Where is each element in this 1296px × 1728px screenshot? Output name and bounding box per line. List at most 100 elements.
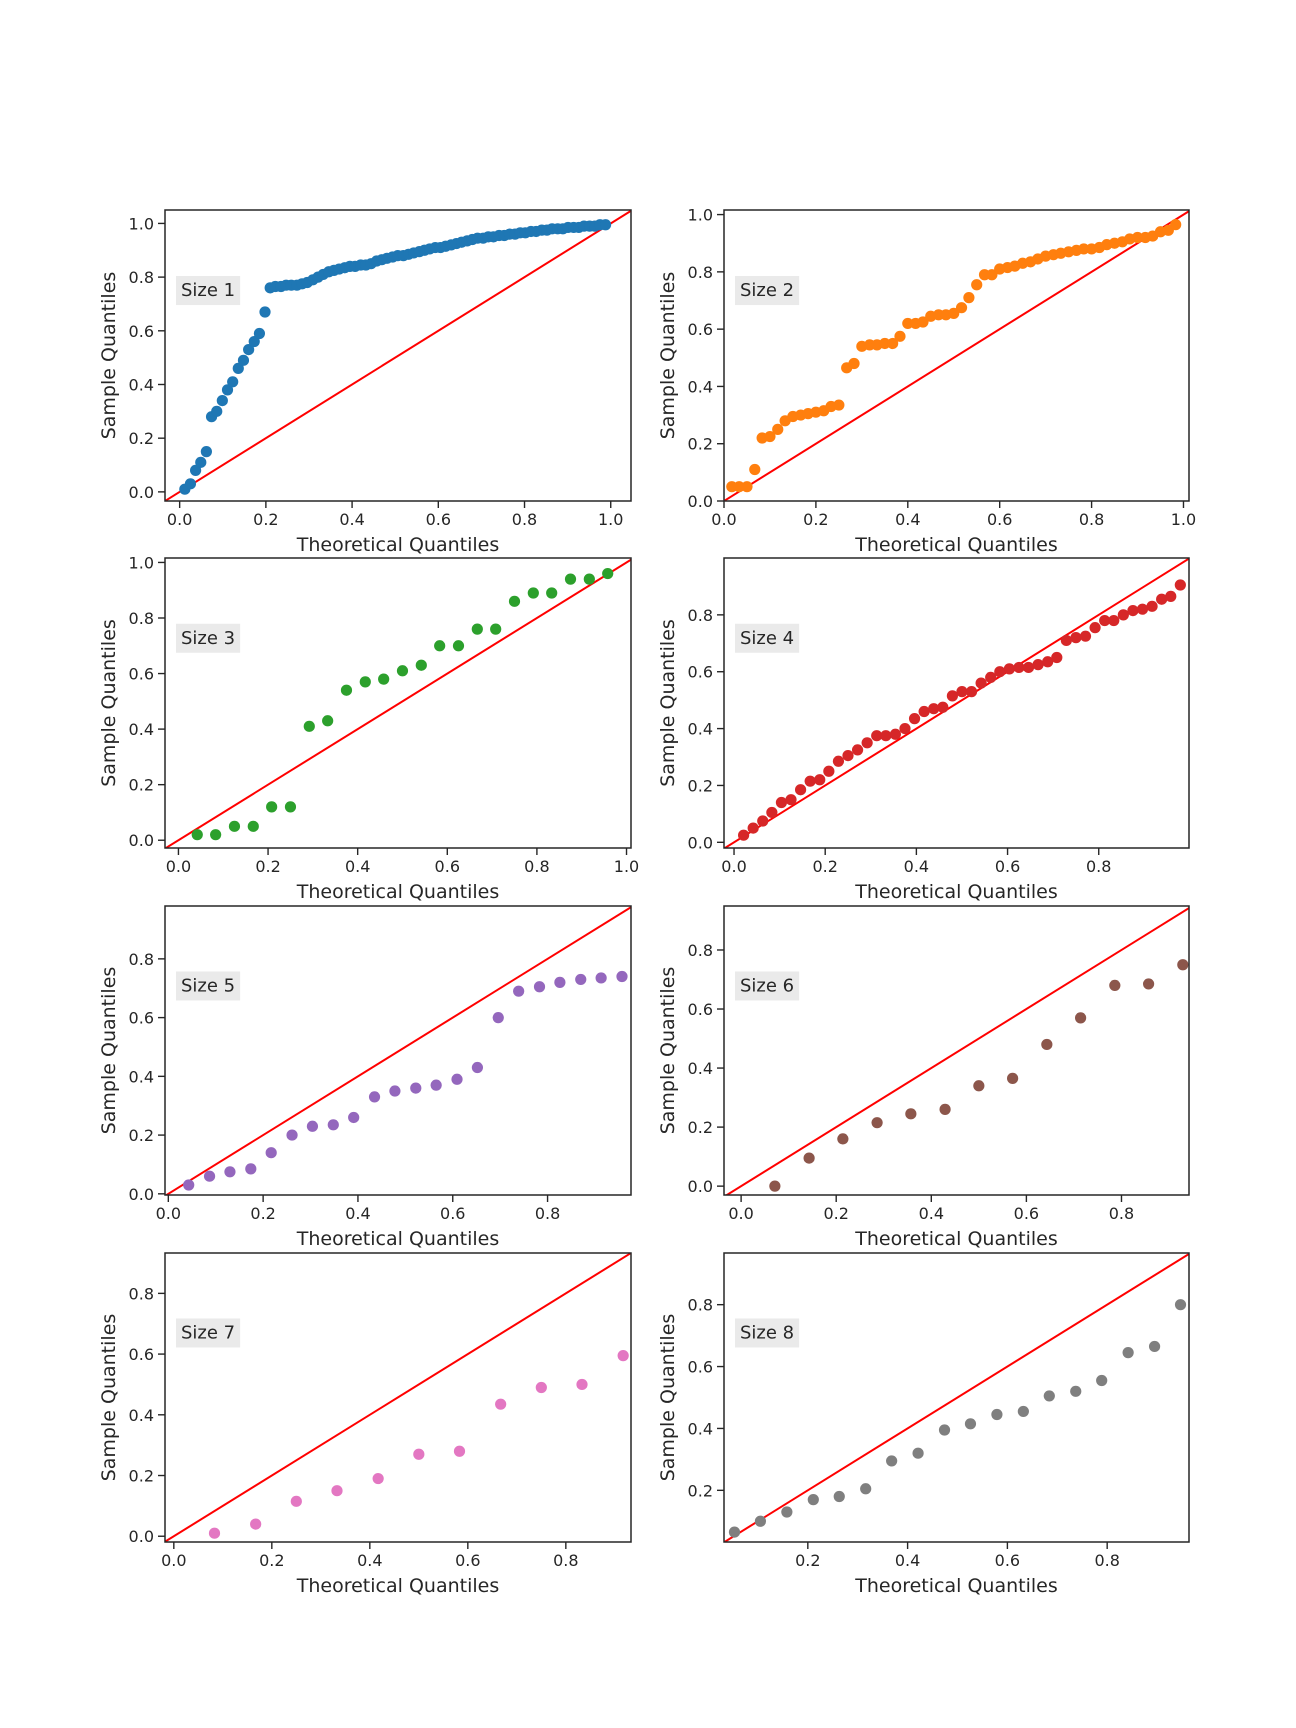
x-tick-label: 0.4 [919, 1204, 944, 1223]
annotation: Size 3 [181, 628, 235, 649]
annotation-box [176, 276, 241, 306]
x-tick-label: 0.2 [803, 510, 828, 529]
x-tick-label: 0.0 [166, 857, 191, 876]
point [1051, 651, 1063, 664]
point [527, 587, 539, 599]
point [1017, 1405, 1029, 1418]
y-tick-label: 0.0 [129, 483, 154, 502]
annotation-box [176, 971, 241, 1001]
point [963, 292, 975, 304]
point [576, 1378, 588, 1391]
point [575, 973, 587, 986]
subplot: 0.0 0.2 0.4 0.6 0.8 1.0 0.0 0.2 0.4 0.6 0.8 1.0 Theo… [98, 209, 632, 556]
point [200, 446, 212, 458]
x-tick-label: 0.4 [345, 857, 370, 876]
point [1078, 243, 1090, 255]
y-tick-label: 0.4 [129, 1406, 154, 1425]
y-tick-label: 0.8 [688, 263, 713, 282]
point [564, 573, 577, 585]
point [991, 1408, 1003, 1421]
reference-line [165, 906, 631, 1195]
y-axis-label: Sample Quantiles [657, 272, 679, 440]
point [1096, 1374, 1108, 1387]
point [1022, 661, 1035, 674]
point [861, 737, 873, 749]
point [1032, 659, 1044, 671]
point [211, 405, 223, 417]
x-tick-label: 0.6 [455, 1551, 480, 1570]
point [781, 1506, 793, 1518]
point [1156, 593, 1168, 605]
axes-frame [164, 1252, 632, 1543]
point [286, 1129, 298, 1141]
axes-frame [723, 209, 1190, 502]
point [243, 343, 255, 356]
annotation-box [735, 276, 800, 306]
point [359, 676, 371, 688]
point [899, 722, 911, 735]
point [1089, 622, 1101, 634]
point [1127, 604, 1139, 617]
plot-area [165, 906, 631, 1195]
subplot: 0.0 0.2 0.4 0.6 0.8 0.0 0.2 0.4 0.6 0.8 Theoretica… [98, 1252, 632, 1597]
point [986, 269, 998, 281]
point [917, 316, 929, 328]
point [738, 829, 750, 841]
point [1177, 959, 1189, 971]
point [938, 1424, 951, 1436]
subplot: 0.0 0.2 0.4 0.6 0.8 0.0 0.2 0.4 0.6 0.8 Theoretica… [657, 557, 1190, 903]
point [1042, 656, 1054, 668]
x-axis-label: Theoretical Quantiles [854, 1575, 1057, 1597]
annotation-box [735, 971, 800, 1001]
point [1131, 231, 1144, 244]
point [985, 671, 997, 684]
point [228, 820, 241, 832]
y-tick-label: 0.6 [129, 1345, 154, 1364]
point [227, 376, 239, 388]
y-tick-label: 0.4 [129, 1067, 154, 1086]
point [508, 595, 521, 607]
point [191, 829, 203, 841]
y-axis-label: Sample Quantiles [98, 272, 120, 440]
x-tick-label: 0.6 [1014, 1204, 1039, 1223]
point [764, 430, 776, 443]
annotation: Size 4 [740, 628, 794, 649]
point [583, 573, 595, 585]
point [946, 690, 958, 702]
y-tick-label: 0.0 [129, 1527, 154, 1546]
point [195, 456, 207, 468]
y-tick-label: 0.4 [688, 377, 713, 396]
point [224, 1166, 236, 1178]
point [1109, 979, 1121, 992]
y-tick-label: 0.6 [688, 1358, 713, 1377]
subplot: 0.0 0.2 0.4 0.6 0.8 1.0 0.0 0.2 0.4 0.6 0.8 1.0 Theo… [98, 553, 639, 903]
y-tick-label: 0.2 [688, 776, 713, 795]
x-tick-label: 0.4 [357, 1551, 382, 1570]
x-tick-label: 0.2 [259, 1551, 284, 1570]
y-tick-label: 0.8 [129, 609, 154, 628]
y-tick-label: 0.2 [688, 1481, 713, 1500]
point [495, 1398, 507, 1410]
y-tick-label: 0.4 [129, 720, 154, 739]
y-tick-label: 0.8 [688, 1296, 713, 1315]
point [184, 478, 197, 490]
y-tick-label: 0.0 [129, 831, 154, 850]
point [1142, 978, 1155, 990]
plot-area [724, 210, 1189, 501]
y-tick-label: 0.2 [688, 435, 713, 454]
point [490, 623, 502, 635]
point [956, 686, 968, 698]
y-tick-label: 0.0 [688, 833, 713, 852]
point [1146, 600, 1158, 612]
point [535, 1381, 547, 1394]
point [492, 1012, 504, 1024]
x-tick-label: 0.0 [156, 1204, 181, 1223]
point [965, 686, 978, 698]
point [1060, 634, 1072, 647]
y-tick-label: 0.6 [129, 665, 154, 684]
point [1136, 603, 1149, 615]
y-tick-label: 0.2 [129, 1467, 154, 1486]
point [595, 972, 607, 984]
point [814, 774, 826, 786]
y-tick-label: 0.2 [688, 1118, 713, 1137]
